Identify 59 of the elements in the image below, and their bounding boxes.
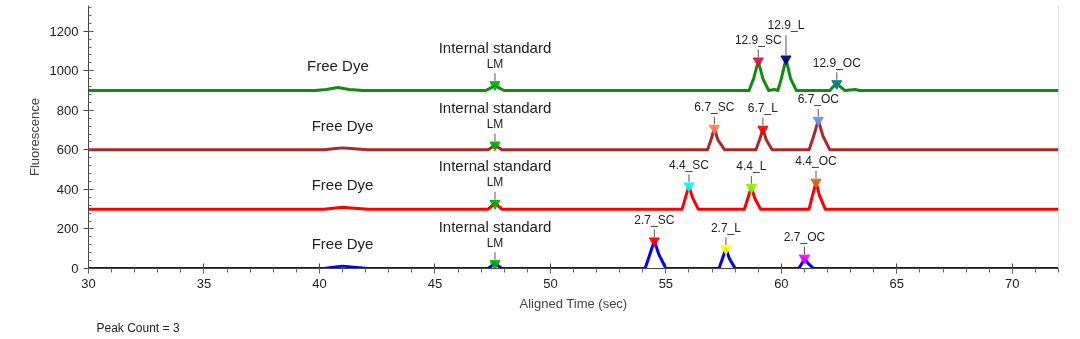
annotation: 6.7_SC — [694, 100, 735, 115]
point — [752, 57, 764, 68]
x-tick-label: 65 — [889, 275, 905, 291]
annotation: Internal standard — [438, 157, 552, 175]
annotation: 12.9_L — [767, 17, 805, 32]
x-tick-label: 30 — [81, 275, 96, 291]
x-tick-label: 50 — [543, 275, 558, 291]
annotation: 6.7_OC — [797, 92, 840, 107]
point — [812, 116, 824, 127]
annotation: 4.4_OC — [795, 154, 838, 169]
point — [489, 141, 501, 152]
point — [489, 199, 501, 210]
annotation: 4.4_L — [736, 159, 767, 174]
annotation: 6.7_L — [747, 101, 779, 116]
annotation: LM — [486, 175, 504, 190]
annotation: 4.4_SC — [668, 157, 710, 172]
y-axis-title: Fluorescence — [26, 97, 42, 177]
x-tick-label: 60 — [774, 275, 789, 291]
annotation: Internal standard — [438, 217, 552, 235]
point — [780, 55, 792, 66]
x-tick-label: 45 — [427, 275, 443, 291]
text: Peak Count = 3 — [96, 320, 180, 335]
annotation: Internal standard — [438, 38, 552, 56]
point — [745, 184, 757, 194]
point — [757, 125, 769, 136]
point — [489, 81, 501, 91]
x-tick-label: 70 — [1005, 275, 1020, 291]
x-tick-label: 35 — [196, 275, 212, 291]
y-tick-label: 0 — [71, 261, 79, 276]
annotation: 12.9_OC — [812, 55, 862, 70]
x-tick-label: 40 — [312, 275, 327, 291]
annotation: LM — [486, 235, 504, 250]
point — [489, 260, 501, 269]
annotation: Free Dye — [311, 116, 374, 134]
point — [798, 254, 810, 265]
annotation: Free Dye — [307, 56, 369, 74]
y-tick-label: 800 — [56, 102, 79, 118]
annotation: 2.7_L — [710, 220, 742, 235]
point — [648, 237, 660, 248]
point — [708, 124, 720, 135]
annotation: Free Dye — [311, 235, 374, 253]
annotation: LM — [486, 116, 504, 131]
y-tick-label: 1200 — [49, 23, 79, 39]
annotation: 2.7_OC — [783, 230, 826, 245]
annotation: 12.9_SC — [734, 32, 782, 47]
x-axis-title: Aligned Time (sec) — [519, 295, 628, 311]
point — [831, 80, 843, 90]
x-tick-label: 55 — [658, 275, 674, 291]
point — [683, 182, 695, 193]
point — [810, 178, 822, 189]
y-tick-label: 200 — [56, 221, 79, 237]
y-tick-label: 1000 — [49, 63, 79, 79]
annotation: 2.7_SC — [634, 212, 675, 227]
point — [720, 245, 732, 255]
annotation: Free Dye — [311, 176, 374, 194]
y-tick-label: 600 — [56, 142, 79, 158]
y-tick-label: 400 — [56, 181, 79, 197]
annotation: LM — [486, 56, 504, 71]
annotation: Internal standard — [438, 98, 552, 116]
